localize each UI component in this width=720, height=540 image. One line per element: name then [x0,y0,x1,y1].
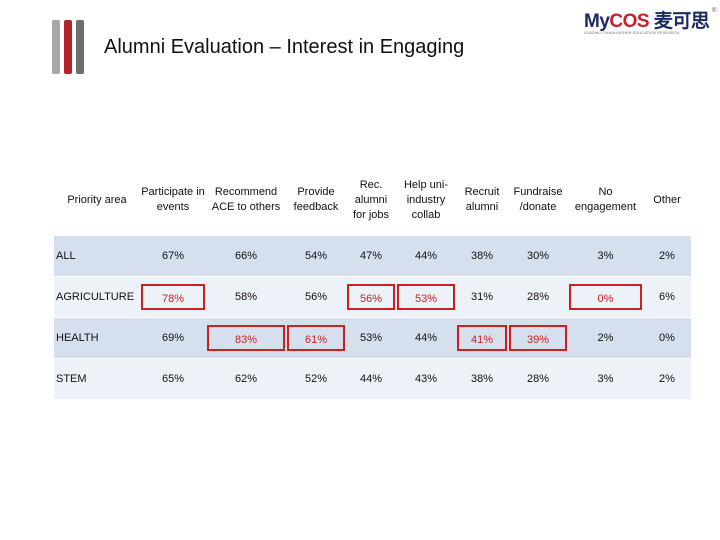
mycos-logo: MyCOS 麦可思 ® LEADING CHINA HIGHER EDUCATI… [584,6,716,40]
row-label: ALL [54,236,140,277]
cell-value: 83% [207,325,285,351]
header-help-collab: Help uni-industry collab [396,164,456,236]
cell-value: 41% [457,325,507,351]
decorative-bars [52,20,92,74]
highlighted-cell: 78% [140,276,206,318]
highlighted-cell: 56% [346,276,396,318]
cell-value: 54% [286,236,346,277]
header-feedback: Provide feedback [286,164,346,236]
table-row: STEM 65% 62% 52% 44% 43% 38% 28% 3% 2% [54,358,691,400]
cell-value: 38% [456,236,508,277]
row-label: AGRICULTURE [54,276,140,318]
cell-value: 0% [643,317,691,359]
cell-value: 28% [508,358,568,400]
logo-wordmark: MyCOS 麦可思 [584,11,710,32]
row-label: STEM [54,358,140,400]
table-row: ALL 67% 66% 54% 47% 44% 38% 30% 3% 2% [54,236,691,277]
cell-value: 39% [509,325,567,351]
cell-value: 47% [346,236,396,277]
cell-value: 65% [140,358,206,400]
row-label: HEALTH [54,317,140,359]
highlighted-cell: 83% [206,317,286,359]
cell-value: 28% [508,276,568,318]
header-priority-area: Priority area [54,164,140,236]
highlighted-cell: 41% [456,317,508,359]
cell-value: 61% [287,325,345,351]
cell-value: 56% [286,276,346,318]
cell-value: 58% [206,276,286,318]
cell-value: 2% [568,317,643,359]
bar-gray-light [52,20,60,74]
cell-value: 69% [140,317,206,359]
cell-value: 78% [141,284,205,310]
table-row: AGRICULTURE 78% 58% 56% 56% 53% 31% 28% 0% 6% [54,276,691,318]
cell-value: 31% [456,276,508,318]
highlighted-cell: 61% [286,317,346,359]
highlighted-cell: 53% [396,276,456,318]
cell-value: 52% [286,358,346,400]
cell-value: 53% [346,317,396,359]
header-participate: Participate in events [140,164,206,236]
bar-red [64,20,72,74]
cell-value: 44% [396,317,456,359]
cell-value: 6% [643,276,691,318]
cell-value: 2% [643,236,691,277]
cell-value: 43% [396,358,456,400]
header-recommend: Recommend ACE to others [206,164,286,236]
highlighted-cell: 0% [568,276,643,318]
cell-value: 56% [347,284,395,310]
slide-title: Alumni Evaluation – Interest in Engaging [104,36,465,58]
cell-value: 66% [206,236,286,277]
cell-value: 44% [346,358,396,400]
highlighted-cell: 39% [508,317,568,359]
header-rec-alumni: Rec. alumni for jobs [346,164,396,236]
cell-value: 62% [206,358,286,400]
cell-value: 38% [456,358,508,400]
bar-gray-dark [76,20,84,74]
header-other: Other [643,164,691,236]
engagement-table: Priority area Participate in events Reco… [54,164,691,400]
cell-value: 30% [508,236,568,277]
cell-value: 0% [569,284,642,310]
cell-value: 44% [396,236,456,277]
cell-value: 2% [643,358,691,400]
table-header-row: Priority area Participate in events Reco… [54,164,691,236]
header-fundraise: Fundraise /donate [508,164,568,236]
cell-value: 53% [397,284,455,310]
header-no-engagement: No engagement [568,164,643,236]
cell-value: 67% [140,236,206,277]
table-row: HEALTH 69% 83% 61% 53% 44% 41% 39% 2% 0% [54,317,691,359]
header-recruit: Recruit alumni [456,164,508,236]
cell-value: 3% [568,358,643,400]
logo-registered: ® [712,8,717,14]
logo-tagline: LEADING CHINA HIGHER EDUCATION RESEARCH [584,30,680,35]
cell-value: 3% [568,236,643,277]
